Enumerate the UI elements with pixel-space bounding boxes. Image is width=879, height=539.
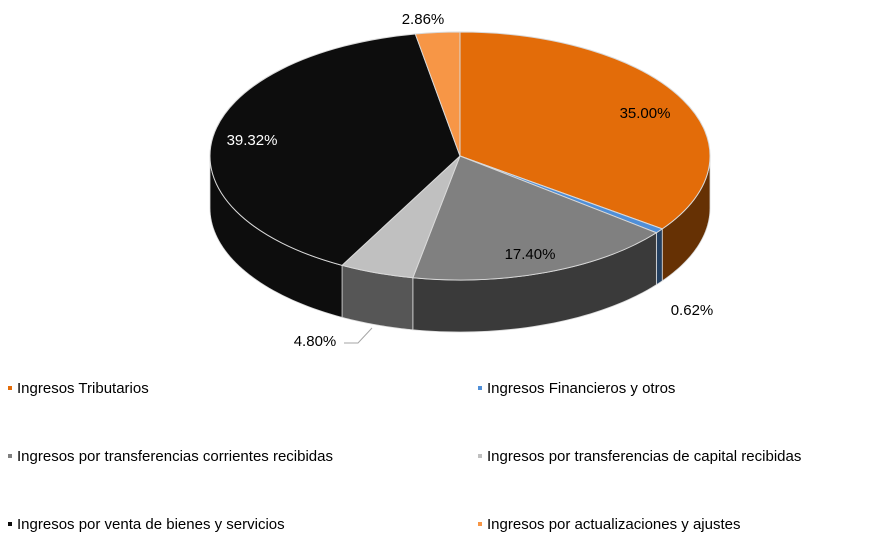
legend-label: Ingresos por actualizaciones y ajustes xyxy=(487,516,740,533)
legend-marker xyxy=(478,522,482,526)
data-label: 35.00% xyxy=(620,105,671,122)
data-label: 4.80% xyxy=(294,333,337,350)
leader-line xyxy=(344,327,373,344)
data-label: 39.32% xyxy=(227,132,278,149)
data-label: 2.86% xyxy=(402,11,445,28)
legend-marker xyxy=(8,454,12,458)
slice xyxy=(412,155,658,281)
legend-label: Ingresos por venta de bienes y servicios xyxy=(17,516,285,533)
legend-marker xyxy=(478,454,482,458)
slice xyxy=(459,31,711,230)
slice xyxy=(414,31,461,157)
legend-label: Ingresos Tributarios xyxy=(17,380,149,397)
legend-marker xyxy=(8,386,12,390)
slice xyxy=(209,33,461,266)
legend-label: Ingresos por transferencias de capital r… xyxy=(487,448,801,465)
slice-side xyxy=(655,228,663,286)
data-label: 17.40% xyxy=(505,246,556,263)
legend-marker xyxy=(8,522,12,526)
legend-marker xyxy=(478,386,482,390)
legend-label: Ingresos Financieros y otros xyxy=(487,380,675,397)
legend-label: Ingresos por transferencias corrientes r… xyxy=(17,448,333,465)
data-label: 0.62% xyxy=(671,302,714,319)
